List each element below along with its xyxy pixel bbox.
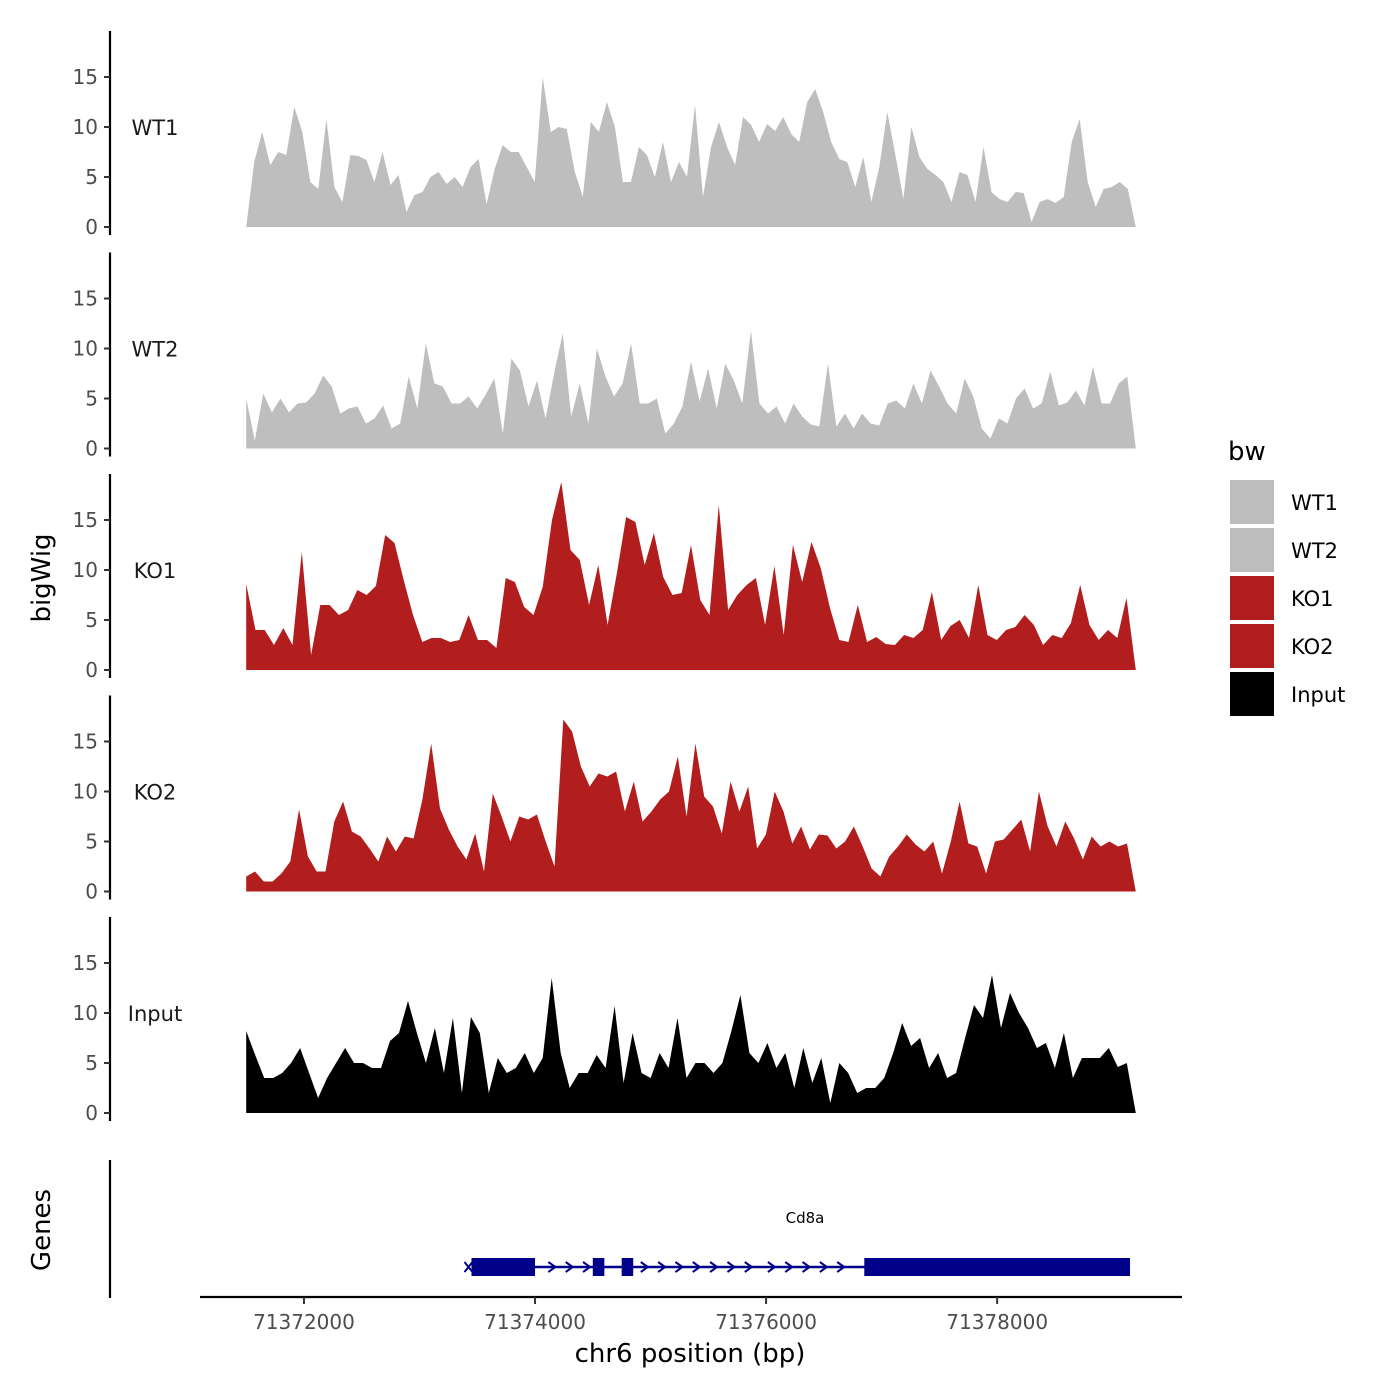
genes-panel: Cd8a [108,1160,1131,1298]
area-ko2 [246,719,1136,892]
track-wt1: 0 5 10 15 WT1 [73,31,1136,239]
track-ko1: 0 5 10 15 KO1 [73,474,1136,682]
x-axis-title: chr6 position (bp) [575,1339,806,1369]
legend-label-wt1: WT1 [1291,491,1338,515]
y-tick-label: 15 [73,287,98,311]
legend-key-ko1 [1230,576,1274,620]
legend-label-input: Input [1291,683,1345,707]
y-tick-label: 0 [85,215,98,239]
gene-start-marker [463,1261,474,1273]
gene-strand-arrow [819,1261,829,1273]
y-tick-label: 0 [85,880,98,904]
track-wt2: 0 5 10 15 WT2 [73,252,1136,461]
gene-strand-arrow [657,1261,667,1273]
y-tick-label: 5 [85,165,98,189]
legend: bw WT1 WT2 KO1 KO2 Input [1228,437,1345,716]
legend-label-ko2: KO2 [1291,635,1334,659]
x-tick-label: 71374000 [484,1310,586,1334]
legend-key-ko2 [1230,624,1274,668]
gene-name-label: Cd8a [786,1209,825,1227]
y-tick-label: 10 [73,115,98,139]
track-label-ko2: KO2 [134,781,177,805]
legend-key-input [1230,672,1274,716]
y-tick-label: 5 [85,1051,98,1075]
gene-strand-arrow [744,1261,754,1273]
genes-axis-title: Genes [27,1189,57,1271]
legend-key-wt1 [1230,480,1274,524]
y-tick-label: 10 [73,337,98,361]
x-axis: 71372000 71374000 71376000 71378000 [200,1295,1182,1334]
gene-strand-arrow [726,1261,737,1273]
gene-exon [471,1258,536,1276]
track-label-input: Input [128,1002,182,1026]
gene-strand-arrow [784,1261,794,1273]
y-tick-label: 5 [85,830,98,854]
y-tick-label: 0 [85,437,98,461]
track-label-ko1: KO1 [134,559,177,583]
y-tick-label: 10 [73,780,98,804]
area-ko1 [246,482,1136,670]
track-panels: 0 5 10 15 WT1 0 5 10 15 WT2 0 5 10 15 KO1 0 5 10 15 KO2 0 5 10… [73,31,1136,1125]
y-tick-label: 0 [85,1101,98,1125]
gene-exon [621,1258,634,1276]
track-input: 0 5 10 15 Input [73,917,1136,1125]
y-tick-label: 15 [73,508,98,532]
y-tick-label: 5 [85,387,98,411]
track-label-wt1: WT1 [132,116,179,140]
x-tick-label: 71372000 [253,1310,355,1334]
area-input [246,975,1136,1113]
gene-strand-arrow [547,1261,558,1273]
gene-exon [864,1258,1131,1276]
gene-strand-arrow [709,1261,719,1273]
legend-label-ko1: KO1 [1291,587,1334,611]
y-tick-label: 15 [73,730,98,754]
gene-strand-arrow [801,1261,812,1273]
y-tick-label: 10 [73,558,98,582]
y-tick-label: 15 [73,65,98,89]
track-label-wt2: WT2 [132,338,179,362]
track-ko2: 0 5 10 15 KO2 [73,695,1136,904]
gene-strand-arrow [582,1261,592,1273]
gene-strand-arrow [692,1261,702,1273]
gene-strand-arrow [640,1261,650,1273]
gene-exon [592,1258,605,1276]
x-tick-label: 71376000 [715,1310,817,1334]
y-tick-label: 10 [73,1001,98,1025]
gene-strand-arrow [674,1261,685,1273]
legend-key-wt2 [1230,528,1274,572]
legend-title: bw [1228,437,1266,467]
area-wt1 [246,77,1136,227]
y-tick-label: 0 [85,658,98,682]
y-tick-label: 5 [85,608,98,632]
legend-label-wt2: WT2 [1291,539,1338,563]
area-wt2 [246,330,1136,449]
gene-strand-arrow [565,1261,575,1273]
x-tick-label: 71378000 [946,1310,1048,1334]
y-tick-label: 15 [73,951,98,975]
y-axis-title: bigWig [27,533,57,622]
gene-strand-arrow [767,1261,777,1273]
gene-strand-arrow [836,1261,846,1273]
